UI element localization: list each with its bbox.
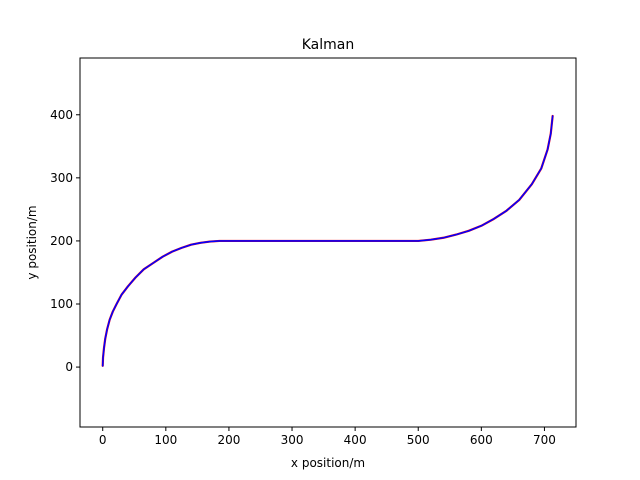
x-axis-label: x position/m [291, 456, 365, 470]
x-axis: 0 100 200 300 400 500 600 700 [99, 427, 556, 447]
y-tick-label: 400 [50, 108, 73, 122]
y-tick-label: 0 [65, 360, 73, 374]
x-tick-label: 0 [99, 433, 107, 447]
x-tick-label: 300 [281, 433, 304, 447]
x-tick-label: 600 [470, 433, 493, 447]
chart-title: Kalman [302, 37, 355, 53]
y-axis-label: y position/m [25, 205, 39, 279]
y-tick-label: 200 [50, 234, 73, 248]
x-tick-label: 200 [217, 433, 240, 447]
series-line-2 [101, 115, 554, 367]
x-tick-label: 400 [344, 433, 367, 447]
y-tick-label: 300 [50, 171, 73, 185]
plot-frame [79, 57, 577, 428]
x-tick-label: 700 [533, 433, 556, 447]
x-tick-label: 500 [407, 433, 430, 447]
y-axis: 0 100 200 300 400 [50, 108, 80, 374]
x-tick-label: 100 [154, 433, 177, 447]
plot-content [101, 114, 554, 367]
y-tick-label: 100 [50, 297, 73, 311]
